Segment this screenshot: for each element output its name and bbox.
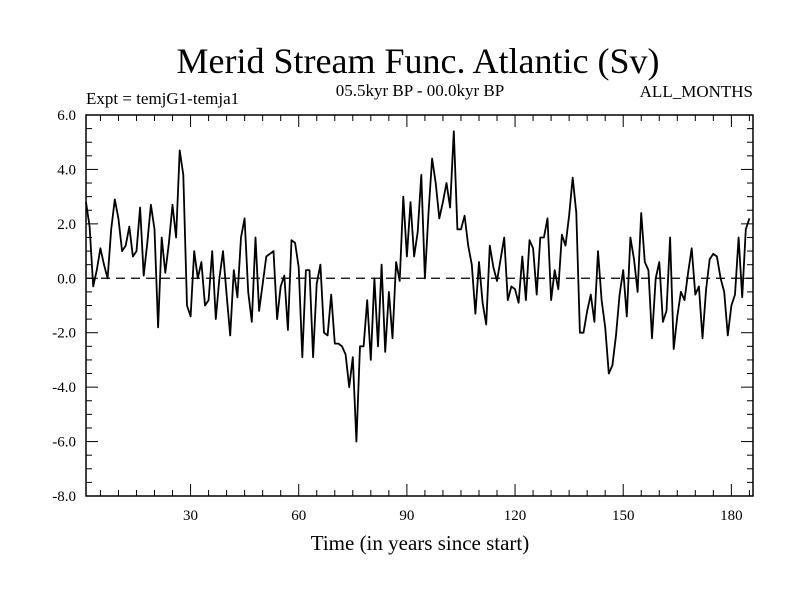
y-tick-label: 4.0 (57, 162, 76, 178)
plot-frame (85, 114, 754, 497)
y-tick-label: -2.0 (52, 326, 76, 342)
chart-title: Merid Stream Func. Atlantic (Sv) (177, 41, 660, 81)
x-tick-label: 30 (183, 508, 198, 524)
series-line (85, 130, 751, 443)
y-tick-label: 6.0 (57, 108, 76, 124)
y-tick-label: 2.0 (57, 217, 76, 233)
period-label: 05.5kyr BP - 00.0kyr BP (336, 81, 504, 100)
x-tick-label: 90 (399, 508, 414, 524)
axis-tick-labels: 30 60 90 120 150 180 -8.0 -6.0 -4.0 -2.0 0.0 2.0 4.0… (52, 108, 742, 524)
x-tick-label: 180 (720, 508, 743, 524)
x-tick-label: 60 (291, 508, 306, 524)
y-tick-label: -8.0 (52, 489, 76, 505)
y-tick-label: -4.0 (52, 380, 76, 396)
x-tick-label: 150 (612, 508, 635, 524)
y-tick-label: -6.0 (52, 435, 76, 451)
months-label: ALL_MONTHS (640, 82, 753, 101)
y-tick-label: 0.0 (57, 271, 76, 287)
x-tick-label: 120 (504, 508, 527, 524)
axis-ticks (86, 114, 753, 497)
experiment-label: Expt = temjG1-temja1 (86, 89, 239, 108)
x-axis-label: Time (in years since start) (311, 531, 530, 555)
